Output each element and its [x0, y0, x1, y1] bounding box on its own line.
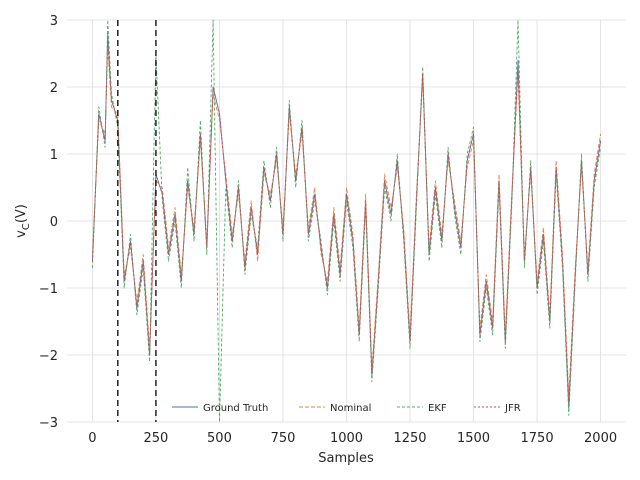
x-ticks: 0 250 500 750 1000 1250 1500 1750 2000 — [88, 431, 617, 446]
y-ticks: −3 −2 −1 0 1 2 3 — [39, 14, 58, 431]
grid — [67, 19, 626, 423]
legend-label: JFR — [504, 403, 521, 414]
legend-label: Ground Truth — [203, 403, 268, 414]
y-axis-label-sub: C — [21, 223, 32, 230]
y-tick-label: −2 — [39, 349, 58, 364]
x-tick-label: 1250 — [393, 431, 426, 446]
x-tick-label: 1750 — [521, 431, 554, 446]
x-tick-label: 1500 — [457, 431, 490, 446]
legend-label: Nominal — [330, 403, 371, 414]
x-tick-label: 2000 — [584, 431, 617, 446]
x-tick-label: 500 — [207, 431, 232, 446]
y-axis-label: vC(V) — [14, 204, 32, 238]
svg-text:vC(V): vC(V) — [14, 204, 32, 238]
x-tick-label: 750 — [271, 431, 296, 446]
y-tick-label: −1 — [39, 282, 58, 297]
reference-vlines — [117, 20, 157, 422]
x-tick-label: 250 — [144, 431, 169, 446]
x-tick-label: 0 — [88, 431, 96, 446]
legend: Ground Truth Nominal EKF JFR — [172, 403, 521, 414]
y-tick-label: −3 — [39, 416, 58, 431]
series-line-jfr — [91, 39, 602, 403]
x-tick-label: 1000 — [330, 431, 363, 446]
x-axis-label: Samples — [318, 451, 374, 466]
y-tick-label: 0 — [50, 215, 58, 230]
legend-label: EKF — [428, 403, 447, 414]
series-line-ekf — [91, 19, 602, 423]
series-lines — [91, 19, 602, 423]
y-axis-label-unit: (V) — [14, 204, 29, 223]
y-tick-label: 3 — [50, 14, 58, 29]
y-tick-label: 1 — [50, 148, 58, 163]
y-tick-label: 2 — [50, 81, 58, 96]
y-axis-label-main: v — [14, 230, 29, 238]
